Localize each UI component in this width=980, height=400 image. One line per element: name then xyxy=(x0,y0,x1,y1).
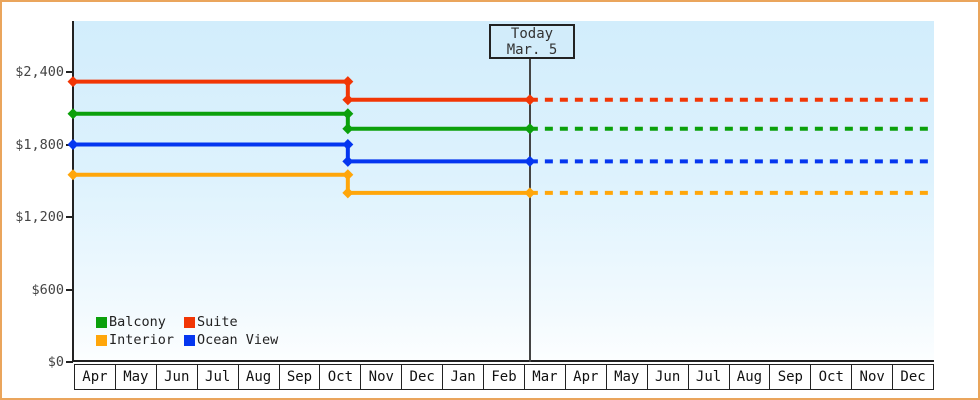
legend-label: Suite xyxy=(197,314,238,330)
month-label-sep: Sep xyxy=(769,365,810,389)
series-balcony xyxy=(67,108,934,135)
month-label-nov: Nov xyxy=(851,365,892,389)
series-suite xyxy=(67,76,934,106)
month-label-nov: Nov xyxy=(360,365,401,389)
legend: Balcony Suite Interior Ocean View xyxy=(96,313,278,349)
y-tick-label: $0 xyxy=(47,354,64,370)
month-label-mar: Mar xyxy=(523,365,565,389)
month-label-aug: Aug xyxy=(728,365,770,389)
legend-label: Balcony xyxy=(109,314,166,330)
month-label-dec: Dec xyxy=(892,365,933,389)
data-point-diamond-icon xyxy=(342,76,354,88)
y-tick-label: $1,800 xyxy=(15,136,64,153)
today-annotation-box: Today Mar. 5 xyxy=(489,24,575,59)
data-point-diamond-icon xyxy=(342,94,354,106)
y-tick-mark xyxy=(66,216,73,218)
month-label-sep: Sep xyxy=(278,365,320,389)
legend-item-balcony: Balcony xyxy=(96,313,184,331)
month-label-aug: Aug xyxy=(237,365,279,389)
legend-swatch-icon xyxy=(184,334,195,346)
y-tick-label: $2,400 xyxy=(15,64,64,80)
month-label-jul: Jul xyxy=(196,365,238,389)
data-point-diamond-icon xyxy=(342,108,354,120)
legend-label: Interior xyxy=(109,332,175,348)
data-point-diamond-icon xyxy=(67,169,79,181)
month-label-jun: Jun xyxy=(155,365,197,389)
month-label-jun: Jun xyxy=(646,365,688,389)
month-label-apr: Apr xyxy=(82,369,108,385)
legend-swatch-icon xyxy=(96,316,107,328)
legend-swatch-icon xyxy=(184,316,195,328)
data-point-diamond-icon xyxy=(67,108,79,120)
data-point-diamond-icon xyxy=(524,94,536,106)
month-label-oct: Oct xyxy=(319,365,360,389)
data-point-diamond-icon xyxy=(67,139,79,150)
legend-item-ocean-view: Ocean View xyxy=(184,331,278,349)
data-point-diamond-icon xyxy=(342,169,354,181)
month-label-dec: Dec xyxy=(401,365,442,389)
today-date: Mar. 5 xyxy=(506,41,558,58)
month-label-feb: Feb xyxy=(483,365,524,389)
y-tick-label: $600 xyxy=(31,281,64,298)
legend-item-suite: Suite xyxy=(184,313,278,331)
series-line-solid xyxy=(73,79,530,102)
x-axis-baseline xyxy=(72,360,934,362)
series-line-solid xyxy=(73,142,530,164)
today-label: Today xyxy=(510,25,554,42)
month-label-may: May xyxy=(114,365,156,389)
data-point-diamond-icon xyxy=(342,123,354,135)
series-interior xyxy=(67,169,934,199)
month-axis-strip: Apr May Jun Jul Aug Sep Oct Nov Dec Jan Feb Mar Apr M… xyxy=(74,364,934,390)
y-tick-mark xyxy=(66,71,73,73)
month-label-jan: Jan xyxy=(442,365,483,389)
data-point-diamond-icon xyxy=(342,139,354,150)
data-point-diamond-icon xyxy=(342,187,354,199)
today-vertical-line xyxy=(529,58,531,362)
legend-item-interior: Interior xyxy=(96,331,184,349)
series-line-solid xyxy=(73,172,530,195)
legend-swatch-icon xyxy=(96,334,107,346)
y-axis-line xyxy=(72,21,74,362)
y-tick-mark xyxy=(66,361,73,363)
y-tick-mark xyxy=(66,288,73,291)
series-line-solid xyxy=(73,111,530,131)
month-label-apr: Apr xyxy=(564,365,606,389)
data-point-diamond-icon xyxy=(342,155,354,167)
data-point-diamond-icon xyxy=(67,76,79,88)
month-label-oct: Oct xyxy=(810,365,851,389)
series-ocean-view xyxy=(67,139,934,167)
data-point-diamond-icon xyxy=(524,187,536,199)
legend-label: Ocean View xyxy=(197,332,279,348)
y-tick-label: $1,200 xyxy=(15,209,64,225)
data-point-diamond-icon xyxy=(524,123,536,135)
data-point-diamond-icon xyxy=(524,155,536,167)
month-label-jul: Jul xyxy=(687,365,729,389)
month-label-may: May xyxy=(605,365,647,389)
